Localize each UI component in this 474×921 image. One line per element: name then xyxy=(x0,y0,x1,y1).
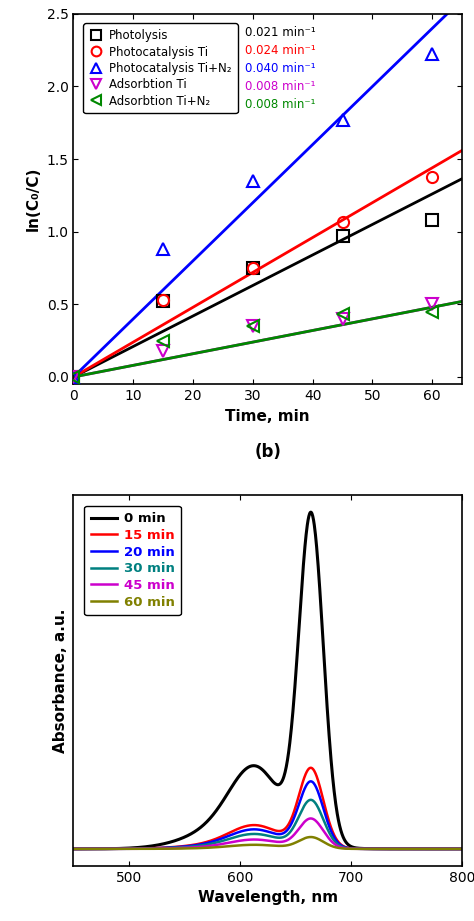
45 min xyxy=(374,844,380,855)
45 min xyxy=(228,837,234,848)
0 min xyxy=(242,764,247,775)
15 min xyxy=(381,844,387,855)
20 min xyxy=(71,844,76,855)
15 min xyxy=(110,844,116,855)
Text: (b): (b) xyxy=(255,444,281,461)
20 min xyxy=(459,844,465,855)
30 min xyxy=(374,844,380,855)
15 min xyxy=(242,821,247,832)
30 min xyxy=(338,841,344,852)
0 min xyxy=(459,844,465,855)
Y-axis label: Absorbance, a.u.: Absorbance, a.u. xyxy=(53,609,68,752)
60 min xyxy=(374,844,380,855)
45 min xyxy=(71,844,76,855)
45 min xyxy=(459,844,465,855)
45 min xyxy=(338,842,344,853)
15 min xyxy=(71,844,76,855)
X-axis label: Wavelength, nm: Wavelength, nm xyxy=(198,891,338,905)
60 min xyxy=(242,840,247,851)
15 min xyxy=(338,839,344,850)
0 min xyxy=(71,844,76,855)
60 min xyxy=(308,832,314,843)
30 min xyxy=(308,794,314,805)
Text: 0.024 min⁻¹: 0.024 min⁻¹ xyxy=(246,44,316,57)
Legend: Photolysis, Photocatalysis Ti, Photocatalysis Ti+N₂, Adsorbtion Ti, Adsorbtion T: Photolysis, Photocatalysis Ti, Photocata… xyxy=(83,23,237,113)
20 min xyxy=(308,775,314,787)
45 min xyxy=(242,834,247,845)
Text: 0.008 min⁻¹: 0.008 min⁻¹ xyxy=(246,80,316,93)
30 min xyxy=(228,833,234,844)
60 min xyxy=(71,844,76,855)
60 min xyxy=(338,843,344,854)
Line: 60 min: 60 min xyxy=(73,837,462,849)
20 min xyxy=(242,825,247,836)
Line: 0 min: 0 min xyxy=(73,512,462,849)
0 min xyxy=(374,844,380,855)
15 min xyxy=(459,844,465,855)
Text: 0.021 min⁻¹: 0.021 min⁻¹ xyxy=(246,26,316,39)
60 min xyxy=(110,844,116,855)
60 min xyxy=(381,844,387,855)
15 min xyxy=(308,763,314,774)
20 min xyxy=(228,830,234,841)
Line: 45 min: 45 min xyxy=(73,819,462,849)
0 min xyxy=(338,824,344,835)
45 min xyxy=(381,844,387,855)
20 min xyxy=(381,844,387,855)
Line: 30 min: 30 min xyxy=(73,799,462,849)
30 min xyxy=(381,844,387,855)
0 min xyxy=(228,783,234,794)
Line: 15 min: 15 min xyxy=(73,768,462,849)
30 min xyxy=(242,829,247,840)
Text: 0.008 min⁻¹: 0.008 min⁻¹ xyxy=(246,98,316,111)
Line: 20 min: 20 min xyxy=(73,781,462,849)
Text: 0.040 min⁻¹: 0.040 min⁻¹ xyxy=(246,62,316,75)
45 min xyxy=(110,844,116,855)
20 min xyxy=(338,840,344,851)
Y-axis label: ln(C₀/C): ln(C₀/C) xyxy=(26,167,41,231)
30 min xyxy=(71,844,76,855)
60 min xyxy=(228,841,234,852)
45 min xyxy=(308,813,314,824)
15 min xyxy=(228,827,234,838)
15 min xyxy=(374,844,380,855)
Legend: 0 min, 15 min, 20 min, 30 min, 45 min, 60 min: 0 min, 15 min, 20 min, 30 min, 45 min, 6… xyxy=(84,506,181,615)
20 min xyxy=(110,844,116,855)
30 min xyxy=(110,844,116,855)
30 min xyxy=(459,844,465,855)
0 min xyxy=(381,844,387,855)
0 min xyxy=(308,507,314,518)
20 min xyxy=(374,844,380,855)
X-axis label: Time, min: Time, min xyxy=(226,409,310,424)
0 min xyxy=(110,843,116,854)
60 min xyxy=(459,844,465,855)
